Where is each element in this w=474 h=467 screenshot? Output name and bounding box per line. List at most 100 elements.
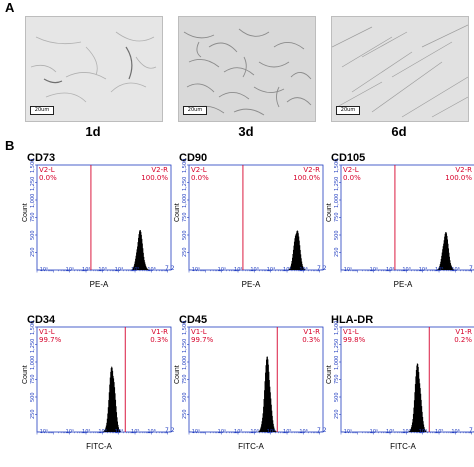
gate-right-percent: 0.3% [150, 336, 168, 344]
gate-right-label: V2-R 100.0% [445, 166, 472, 182]
y-tick-label: 1,250 [334, 338, 340, 353]
x-tick-label: 10⁵ [435, 267, 444, 273]
gate-left-percent: 99.7% [191, 336, 214, 344]
x-tick-label: 10⁴ [266, 429, 276, 435]
histogram-cd105: CD105 Count 250 500 750 1,000 1,250 1,500 -10¹ 10… [326, 150, 474, 290]
gate-left-percent: 0.0% [343, 174, 361, 182]
y-tick-label: 1,250 [30, 338, 36, 353]
gate-right-name: V1-R [303, 328, 320, 336]
y-tick-label: 250 [30, 247, 36, 258]
x-tick-label: 10¹ [65, 267, 75, 273]
histogram-cd73: CD73 Count 250 500 750 1,000 1,250 1,500 -10¹ 10¹… [22, 150, 175, 290]
y-axis-label: Count [174, 203, 181, 222]
x-tick-label: -10¹ [37, 267, 49, 273]
y-tick-label: 1,000 [334, 193, 340, 208]
x-tick-label: 10⁶ [147, 429, 156, 435]
y-tick-label: 750 [30, 212, 36, 223]
x-tick-label: 10¹ [217, 267, 227, 273]
x-tick-label: 10² [386, 267, 395, 273]
gate-left-name: V2-L [39, 166, 55, 174]
gate-left-label: V1-L 99.7% [39, 328, 61, 344]
histogram-plot [339, 326, 474, 435]
panel-b-label: B [5, 138, 15, 153]
y-tick-label: 1,000 [182, 355, 188, 370]
x-tick-label: 10⁵ [283, 267, 292, 273]
x-tick-label: 10⁴ [114, 429, 124, 435]
x-tick-label: 10³ [402, 429, 411, 435]
gate-left-label: V1-L 99.8% [343, 328, 365, 344]
x-axis-label: FITC-A [238, 442, 264, 451]
gate-left-percent: 0.0% [191, 174, 209, 182]
gate-right-label: V2-R 100.0% [141, 166, 168, 182]
y-tick-label: 1,250 [30, 176, 36, 191]
histogram-plot [339, 164, 474, 273]
x-tick-label: 10² [234, 267, 243, 273]
x-tick-label: -10¹ [189, 429, 201, 435]
histogram-plot [187, 326, 324, 435]
gate-right-percent: 0.3% [302, 336, 320, 344]
x-axis-label: PE-A [393, 280, 413, 289]
y-tick-label: 1,500 [30, 320, 36, 335]
histogram-bars [131, 230, 149, 270]
x-end-tick-label: 7.2 [317, 427, 327, 434]
y-tick-label: 1,250 [334, 176, 340, 191]
gate-right-percent: 0.2% [454, 336, 472, 344]
x-tick-label: 10² [386, 429, 395, 435]
y-tick-label: 750 [182, 374, 188, 385]
x-end-tick-label: 7.2 [469, 427, 474, 434]
y-tick-label: 250 [182, 247, 188, 258]
y-tick-label: 750 [182, 212, 188, 223]
gate-right-name: V2-R [151, 166, 168, 174]
x-end-tick-label: 7.2 [317, 265, 327, 272]
gate-right-name: V2-R [303, 166, 320, 174]
gate-right-name: V1-R [455, 328, 472, 336]
histogram-plot [187, 164, 324, 273]
cell-texture-1d [26, 17, 162, 121]
x-tick-label: 10² [82, 429, 91, 435]
x-tick-label: 10¹ [369, 429, 379, 435]
gate-left-name: V1-L [191, 328, 207, 336]
marker-title: HLA-DR [331, 314, 374, 326]
micrograph-1d: 20um [25, 16, 163, 122]
scale-bar-6d: 20um [336, 106, 360, 115]
gate-right-label: V2-R 100.0% [293, 166, 320, 182]
x-tick-label: 10⁵ [435, 429, 444, 435]
x-tick-label: 10⁶ [147, 267, 156, 273]
gate-right-name: V1-R [151, 328, 168, 336]
y-tick-label: 500 [30, 392, 36, 402]
x-tick-label: -10¹ [341, 267, 353, 273]
scale-bar-1d: 20um [30, 106, 54, 115]
x-tick-label: 10⁶ [451, 429, 460, 435]
x-tick-label: 10⁴ [266, 267, 276, 273]
y-tick-label: 500 [334, 230, 340, 240]
y-axis-label: Count [326, 203, 333, 222]
x-tick-label: 10¹ [217, 429, 227, 435]
micrograph-6d: 20um [331, 16, 469, 122]
y-tick-label: 750 [30, 374, 36, 385]
histogram-plot [35, 326, 172, 435]
x-tick-label: 10³ [250, 429, 259, 435]
marker-title: CD34 [27, 314, 56, 326]
x-tick-label: -10¹ [189, 267, 201, 273]
day-label-3d: 3d [238, 124, 254, 139]
x-end-tick-label: 7.2 [469, 265, 474, 272]
y-tick-label: 1,000 [334, 355, 340, 370]
histogram-bars [258, 356, 277, 432]
x-tick-label: 10⁶ [451, 267, 460, 273]
day-label-1d: 1d [85, 124, 101, 139]
x-tick-label: 10⁵ [131, 267, 140, 273]
x-tick-label: 10¹ [65, 429, 75, 435]
cell-texture-6d [332, 17, 468, 121]
panel-a-label: A [5, 0, 15, 15]
marker-title: CD105 [331, 152, 366, 164]
x-tick-label: 10⁵ [131, 429, 140, 435]
x-axis-label: PE-A [241, 280, 261, 289]
y-axis-label: Count [22, 365, 29, 384]
gate-right-label: V1-R 0.2% [454, 328, 472, 344]
x-tick-label: 10² [234, 429, 243, 435]
y-axis-label: Count [22, 203, 29, 222]
y-tick-label: 1,000 [30, 355, 36, 370]
gate-left-label: V2-L 0.0% [191, 166, 209, 182]
histogram-bars [437, 232, 455, 270]
scale-bar-3d: 20um [183, 106, 207, 115]
